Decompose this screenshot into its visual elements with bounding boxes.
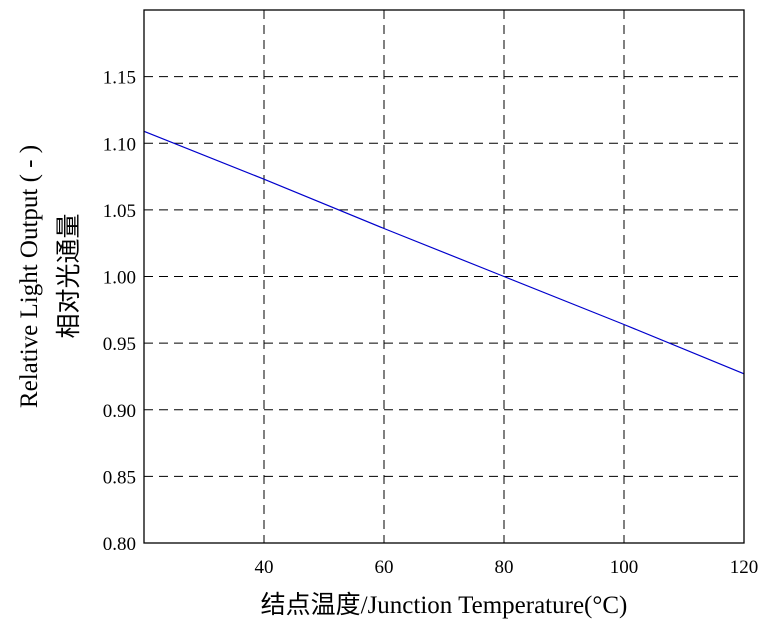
y-axis-title: Relative Light Output ( - ) <box>16 145 43 408</box>
y-tick-label: 0.80 <box>103 534 136 555</box>
plot-frame <box>143 9 745 544</box>
y-tick-label: 0.90 <box>103 401 136 422</box>
x-tick-label: 120 <box>730 557 759 578</box>
series-line-0 <box>143 130 745 375</box>
x-tick-label: 60 <box>375 557 394 578</box>
y-tick-label: 1.05 <box>103 201 136 222</box>
y-tick-label: 1.10 <box>103 134 136 155</box>
x-tick-label: 40 <box>255 557 274 578</box>
y-tick-labels: 0.80 0.85 0.90 0.95 1.00 1.05 1.10 1.15 <box>103 68 136 555</box>
y-tick-label: 1.15 <box>103 68 136 89</box>
x-axis-title: 结点温度/Junction Temperature(°C) <box>261 591 628 619</box>
grid <box>144 10 744 543</box>
y-tick-label: 0.85 <box>103 467 136 488</box>
y-tick-label: 0.95 <box>103 334 136 355</box>
x-tick-labels: 40 60 80 100 120 <box>255 557 759 578</box>
y-axis-title-cn: 相对光通量 <box>55 213 83 338</box>
x-tick-label: 100 <box>610 557 639 578</box>
x-tick-label: 80 <box>495 557 514 578</box>
y-tick-label: 1.00 <box>103 268 136 289</box>
series-layer <box>143 130 745 375</box>
